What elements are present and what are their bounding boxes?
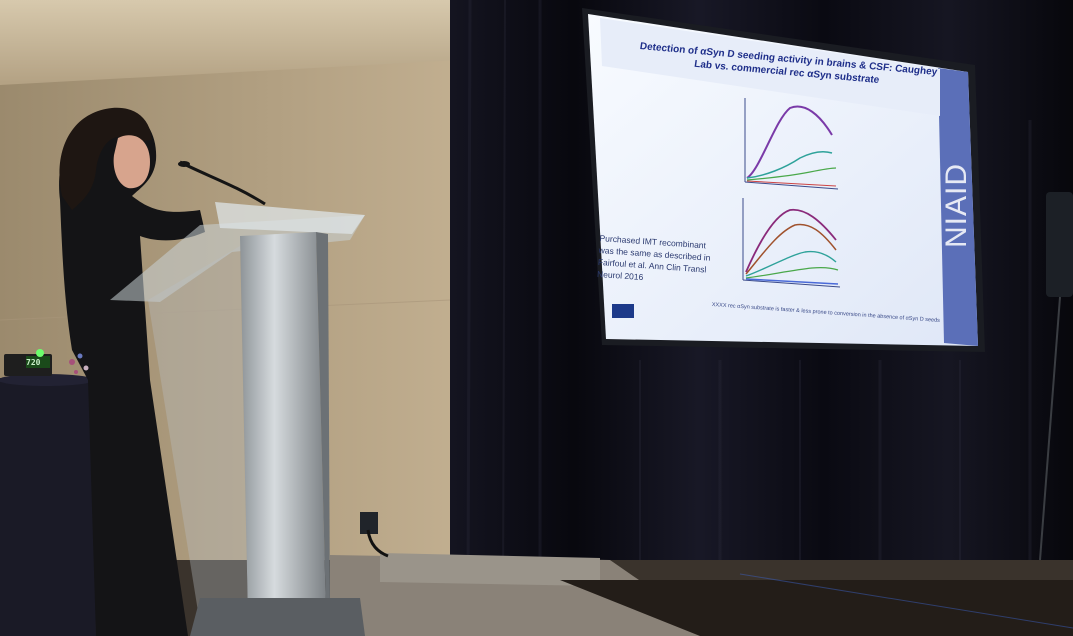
power-outlet xyxy=(360,512,378,534)
nih-logo xyxy=(612,304,634,318)
timer-led xyxy=(36,349,44,357)
stage-step xyxy=(380,553,600,586)
speaker-stand xyxy=(1039,296,1061,561)
floor-cable xyxy=(739,573,1073,629)
slide-title-banner xyxy=(600,18,940,116)
stage-edge xyxy=(560,580,1073,636)
presenter xyxy=(59,107,205,636)
timer-readout: 720 xyxy=(26,358,41,367)
speaker-cabinet xyxy=(1046,192,1073,297)
slide-plot-bottom xyxy=(742,198,841,288)
table-top xyxy=(0,374,94,386)
slide-side-note: Purchased IMT recombinant was the same a… xyxy=(596,232,711,283)
microphone xyxy=(178,161,190,167)
niaid-logo-text: NIAID xyxy=(940,162,973,248)
draped-table xyxy=(0,378,96,636)
podium xyxy=(110,202,365,636)
slide-plot-top xyxy=(744,98,839,190)
power-cable xyxy=(366,529,389,558)
slide-side-bar xyxy=(938,68,978,346)
timer-display xyxy=(26,356,50,368)
